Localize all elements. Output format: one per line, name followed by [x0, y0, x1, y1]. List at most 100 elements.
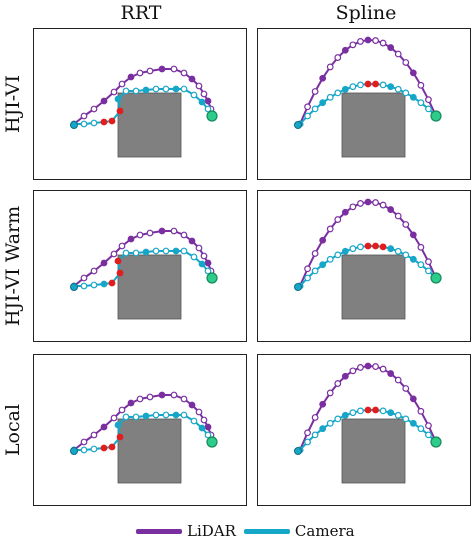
goal-marker — [430, 436, 442, 448]
lidar-waypoint — [409, 395, 417, 403]
lidar-waypoint — [349, 203, 357, 211]
obstacle-block — [117, 418, 182, 484]
legend-label-lidar: LiDAR — [187, 522, 236, 540]
lidar-waypoint — [80, 274, 88, 282]
lidar-waypoint — [394, 50, 402, 58]
trajectory-plot — [70, 65, 218, 158]
camera-waypoint — [100, 280, 108, 288]
legend: LiDAR Camera — [136, 519, 363, 543]
lidar-waypoint — [311, 88, 319, 95]
panel-hji-vi-rrt — [33, 28, 247, 180]
row-title-hji-vi-warm: HJI-VI Warm — [1, 190, 25, 342]
camera-waypoint — [334, 415, 342, 423]
intervention-marker — [100, 118, 108, 126]
lidar-waypoint — [326, 225, 334, 233]
panel-hji-vi-warm-spline — [257, 190, 471, 342]
camera-waypoint — [341, 85, 349, 93]
lidar-waypoint — [341, 46, 349, 54]
lidar-waypoint — [409, 69, 417, 77]
intervention-marker — [108, 443, 116, 451]
column-title-rrt: RRT — [120, 2, 162, 24]
camera-waypoint — [152, 85, 160, 93]
camera-waypoint — [152, 411, 160, 419]
lidar-waypoint — [188, 237, 196, 245]
camera-waypoint — [326, 93, 334, 101]
goal-marker — [430, 110, 442, 122]
obstacle-block — [341, 418, 406, 484]
camera-waypoint — [349, 83, 357, 91]
camera-waypoint — [304, 274, 311, 282]
lidar-waypoint — [304, 429, 311, 437]
row-title-hji-vi-warm-label: HJI-VI Warm — [2, 205, 24, 327]
trajectory-plot — [294, 362, 442, 484]
lidar-waypoint — [180, 69, 188, 77]
camera-waypoint — [341, 411, 349, 419]
lidar-waypoint — [200, 416, 208, 424]
camera-waypoint — [122, 87, 130, 95]
column-title-spline: Spline — [335, 2, 397, 24]
lidar-waypoint — [90, 105, 98, 113]
lidar-waypoint — [341, 372, 349, 380]
intervention-marker — [364, 242, 372, 250]
lidar-waypoint — [357, 200, 364, 207]
lidar-waypoint — [425, 96, 432, 104]
camera-waypoint — [379, 407, 387, 415]
obstacle-block — [117, 92, 182, 158]
lidar-waypoint — [319, 236, 327, 244]
lidar-waypoint — [357, 38, 364, 45]
lidar-waypoint — [379, 365, 387, 373]
camera-waypoint — [162, 85, 170, 93]
camera-waypoint — [311, 267, 319, 275]
camera-waypoint — [80, 282, 88, 290]
panel-local-spline — [257, 354, 471, 506]
camera-waypoint — [90, 445, 98, 453]
start-marker — [294, 447, 302, 455]
lidar-waypoint — [110, 88, 118, 96]
goal-marker — [430, 272, 442, 284]
lidar-waypoint — [387, 206, 395, 213]
camera-waypoint — [304, 438, 311, 446]
camera-waypoint — [142, 248, 150, 256]
lidar-waypoint — [80, 112, 88, 120]
lidar-waypoint — [110, 414, 118, 422]
camera-waypoint — [162, 247, 170, 255]
lidar-waypoint — [402, 221, 410, 228]
camera-waypoint — [180, 85, 188, 93]
intervention-marker — [108, 279, 116, 287]
camera-waypoint — [409, 419, 417, 427]
intervention-marker — [372, 406, 379, 414]
lidar-waypoint — [195, 244, 203, 252]
lidar-waypoint — [334, 216, 342, 223]
lidar-waypoint — [118, 406, 126, 414]
lidar-waypoint — [146, 229, 154, 237]
lidar-waypoint — [204, 259, 212, 267]
intervention-marker — [364, 80, 372, 88]
camera-waypoint — [387, 245, 395, 253]
lidar-waypoint — [136, 231, 144, 239]
camera-waypoint — [394, 85, 402, 93]
camera-waypoint — [80, 120, 88, 128]
lidar-waypoint — [334, 54, 342, 61]
camera-waypoint — [114, 95, 122, 103]
camera-waypoint — [379, 81, 387, 89]
trajectory-plot — [294, 198, 442, 320]
camera-waypoint — [394, 247, 402, 255]
lidar-waypoint — [188, 401, 196, 409]
lidar-waypoint — [204, 97, 212, 105]
lidar-waypoint — [372, 199, 379, 206]
camera-waypoint — [304, 112, 311, 120]
camera-waypoint — [172, 247, 180, 255]
lidar-waypoint — [402, 59, 410, 66]
row-title-hji-vi-label: HJI-VI — [2, 75, 24, 133]
panel-local-rrt — [33, 354, 247, 506]
camera-waypoint — [190, 417, 198, 425]
camera-waypoint — [319, 425, 327, 433]
camera-waypoint — [425, 431, 432, 439]
lidar-waypoint — [326, 389, 334, 397]
camera-waypoint — [198, 260, 206, 268]
camera-waypoint — [172, 85, 180, 93]
goal-marker — [206, 436, 218, 448]
camera-waypoint — [417, 261, 425, 269]
camera-waypoint — [198, 424, 206, 432]
intervention-marker — [372, 80, 379, 88]
